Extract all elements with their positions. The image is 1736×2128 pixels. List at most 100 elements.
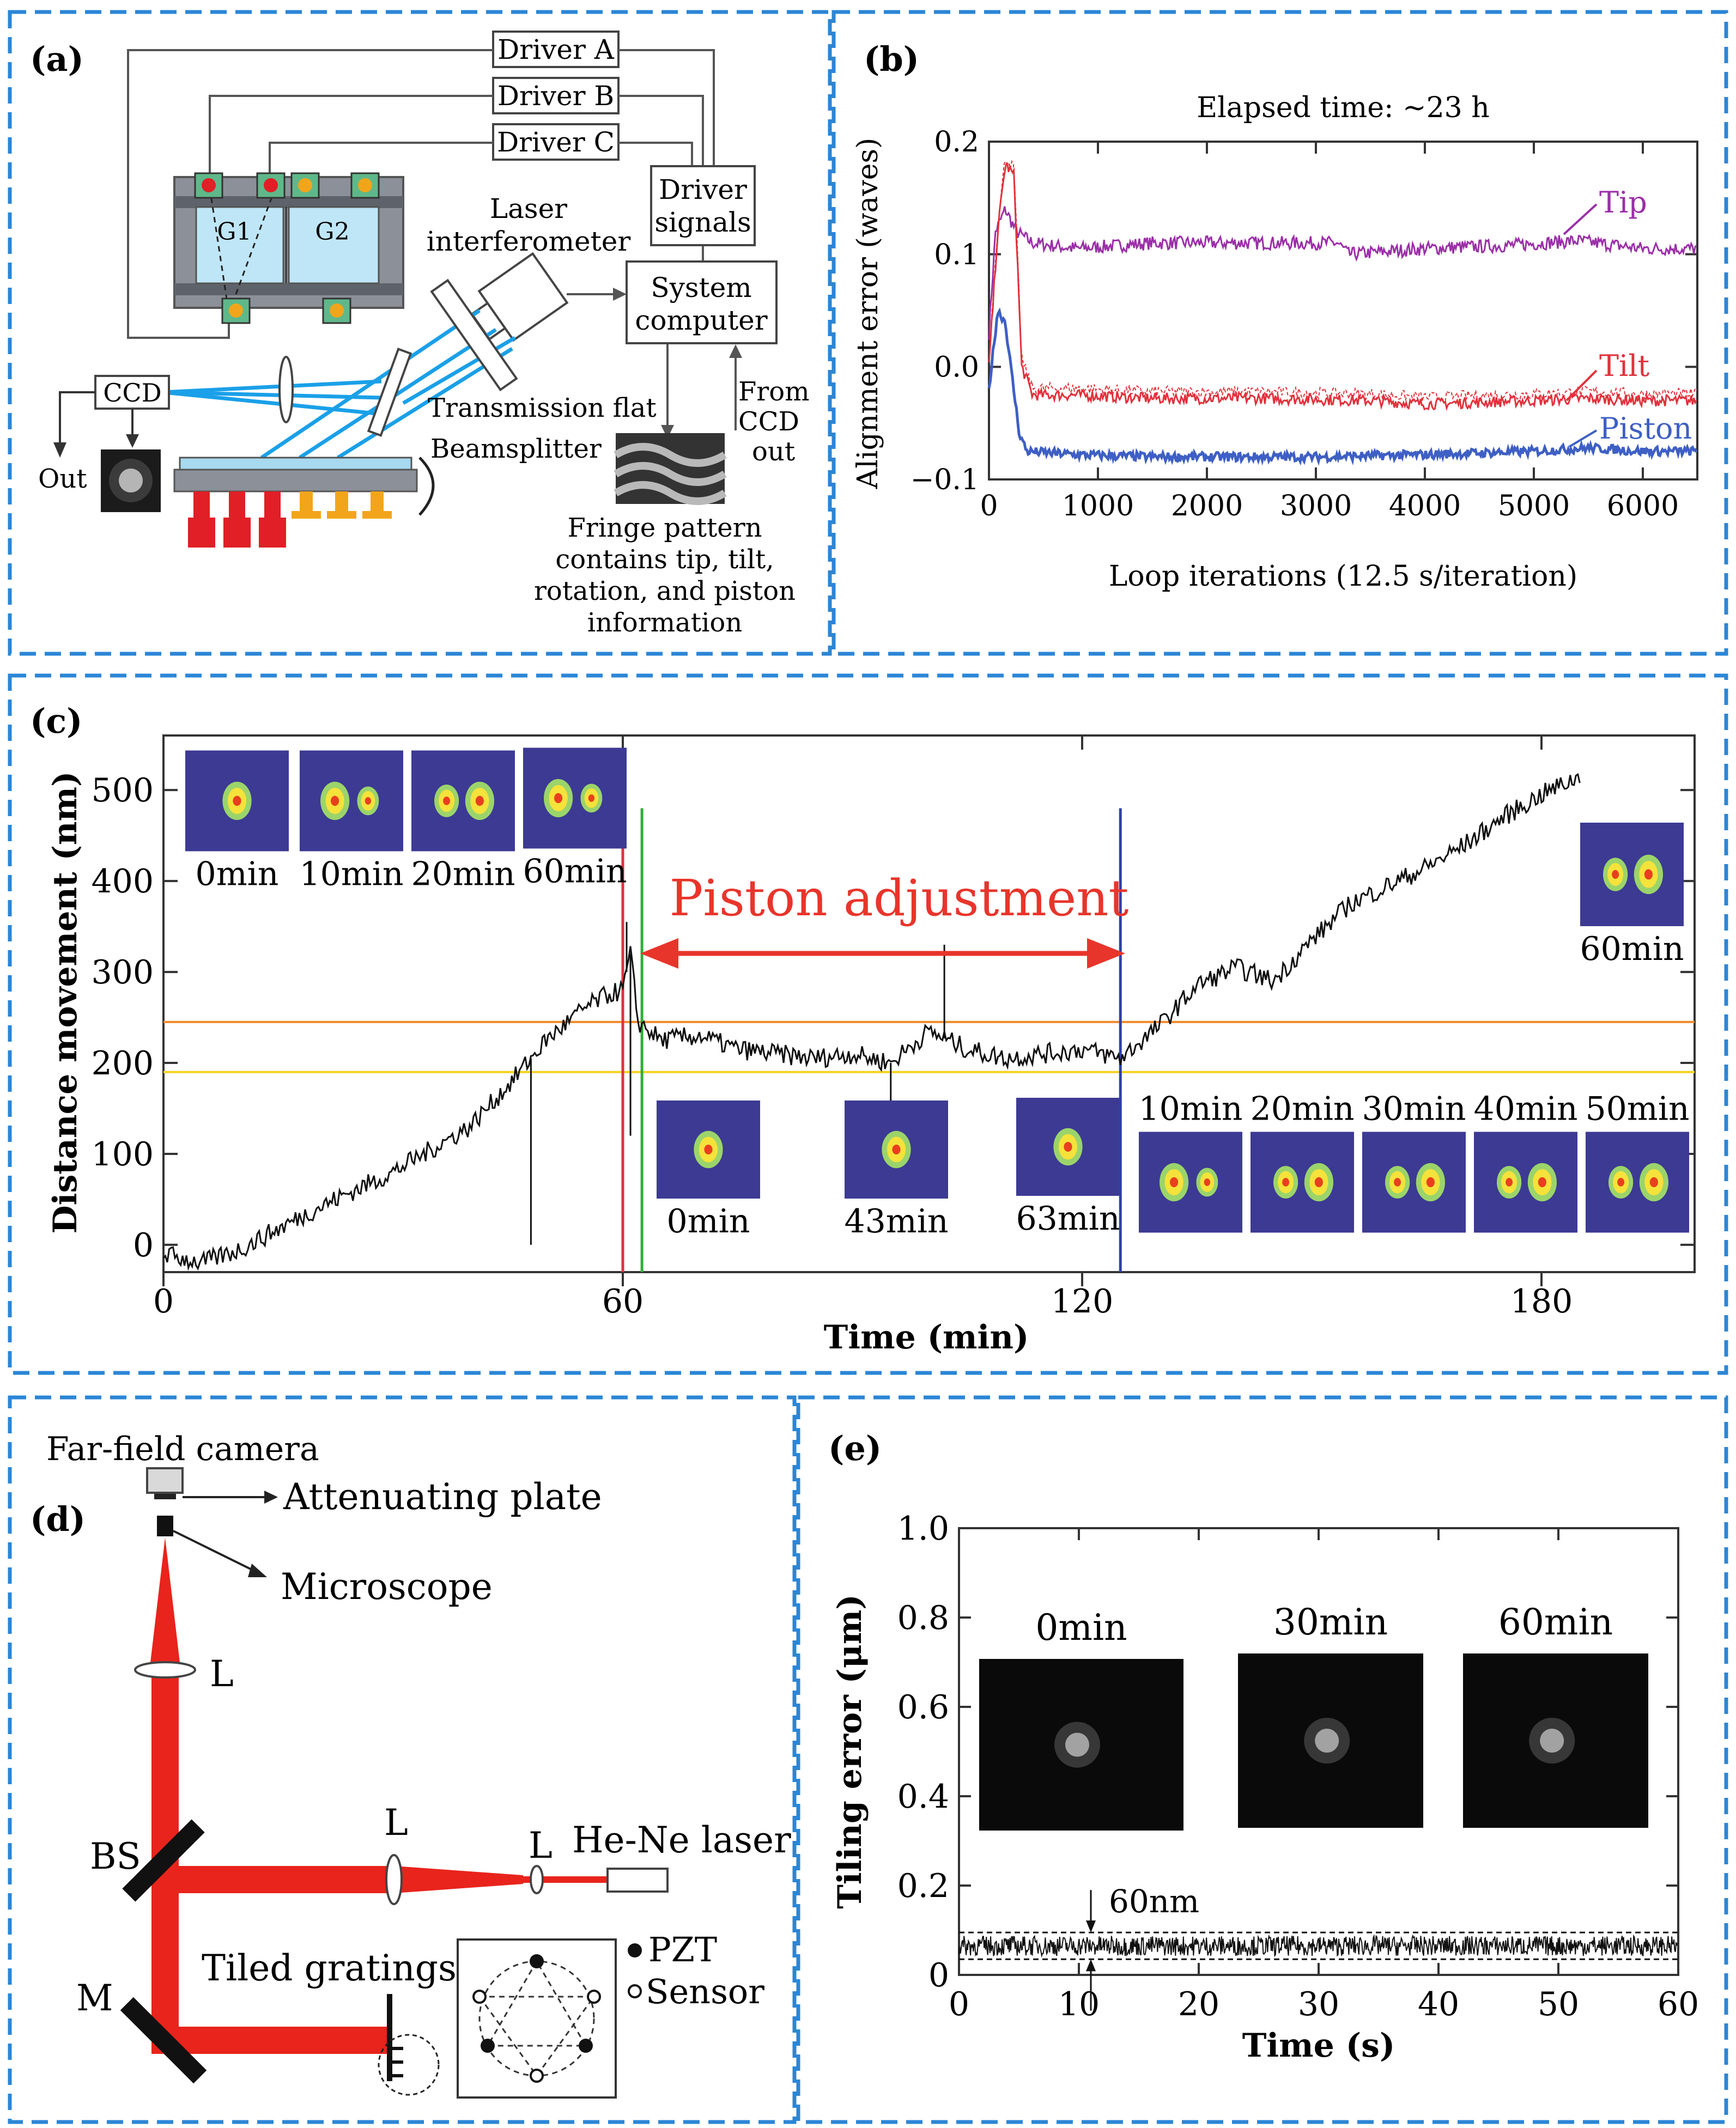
spot-time-label: 60min: [523, 853, 627, 891]
x-tick-label: 40: [1418, 1985, 1459, 2023]
beamsplitter: [367, 348, 412, 437]
laser-interferometer-line2: interferometer: [427, 226, 631, 257]
x-tick-label: 30: [1298, 1985, 1339, 2023]
camera-inset: 60min: [1463, 1601, 1648, 1828]
chart-c-series: [162, 773, 1581, 1271]
camera-inset-label: 0min: [1035, 1607, 1127, 1649]
transmission-flat: [430, 278, 518, 392]
tiling-error-series: [958, 1934, 1678, 1958]
y-tick-label: 0.0: [934, 351, 979, 384]
bs-label: BS: [90, 1835, 141, 1877]
panel-d-label: (d): [30, 1499, 86, 1539]
ccd-box: CCD: [94, 375, 170, 410]
panel-e: (e) 0 10 20 30 40 50 60 0 0.2 0.4 0.6 0.8 1.0 Time (…: [828, 1428, 1699, 2065]
chart-e-xlabel: Time (s): [1242, 2027, 1395, 2065]
fringe-pattern: [614, 433, 727, 505]
x-tick-label: 0: [153, 1282, 174, 1321]
spot-time-label: 60min: [1580, 930, 1684, 968]
he-ne-laser-label: He-Ne laser: [572, 1819, 791, 1861]
beam-splitter: [122, 1819, 205, 1902]
out-label: Out: [38, 464, 87, 494]
x-tick-label: 1000: [1062, 490, 1134, 522]
y-tick-label: 0: [133, 1226, 154, 1264]
sensor-legend-label: Sensor: [646, 1972, 764, 2011]
fringe-caption-line3: rotation, and piston: [534, 576, 796, 606]
y-tick-label: 500: [91, 771, 154, 810]
x-tick-label: 3000: [1280, 490, 1352, 522]
spot-time-label: 50min: [1585, 1090, 1689, 1128]
fringe-caption-line4: information: [587, 607, 742, 638]
chart-b-ticks: 0 1000 2000 3000 4000 5000 6000 −0.1 0.0 0.1 0.2: [911, 126, 1697, 522]
pzt-legend-marker: [628, 1943, 642, 1957]
chart-c-plot-area: [162, 734, 1696, 1273]
x-tick-label: 10: [1058, 1985, 1100, 2023]
chart-c-xlabel: Time (min): [824, 1318, 1029, 1357]
panel-d-frame: [8, 1395, 797, 2124]
fringe-caption-line1: Fringe pattern: [567, 513, 762, 543]
spot-thumbnail: 43min: [844, 1101, 949, 1241]
lens-3-label: L: [529, 1825, 553, 1866]
spot-time-label: 30min: [1362, 1090, 1466, 1128]
driver-signals-box: Driver signals: [650, 165, 756, 246]
lens-1-label: L: [210, 1653, 234, 1695]
camera-insets: 0min 30min 60min: [979, 1601, 1648, 1831]
ccd-out-arrow: [53, 442, 66, 458]
ccd-out-line: [59, 391, 95, 449]
far-field-camera: [146, 1467, 184, 1494]
spot-thumbnail: 40min: [1473, 1090, 1578, 1233]
microscope: [157, 1516, 173, 1536]
spot-time-label: 10min: [1138, 1090, 1242, 1128]
spot-time-label: 20min: [411, 855, 515, 893]
spot-thumbnail: 50min: [1585, 1090, 1690, 1233]
chart-b-ylabel: Alignment error (waves): [852, 138, 884, 490]
chart-c-ylabel: Distance movement (nm): [46, 771, 84, 1234]
system-computer-line2: computer: [635, 305, 767, 336]
chart-e-ticks: 0 10 20 30 40 50 60 0 0.2 0.4 0.6 0.8 1.0: [897, 1510, 1699, 2023]
driver-wiring: [127, 49, 737, 430]
chart-b-xlabel: Loop iterations (12.5 s/iteration): [1109, 560, 1577, 593]
y-tick-label: 0.1: [934, 239, 979, 271]
laser-interferometer-line1: Laser: [490, 193, 567, 224]
chart-b-title: Elapsed time: ~23 h: [1197, 92, 1490, 124]
y-tick-label: 0.8: [897, 1599, 949, 1637]
y-tick-label: 300: [91, 953, 154, 992]
series-piston-line: [987, 307, 1698, 466]
spot-thumbnail: 30min: [1362, 1090, 1466, 1233]
x-tick-label: 60: [602, 1282, 644, 1321]
legend-tilt-pointer: [1565, 369, 1598, 402]
y-tick-label: −0.1: [911, 464, 979, 496]
spot-time-label: 10min: [299, 855, 403, 893]
mirror-label: M: [76, 1977, 113, 2019]
camera-inset-label: 60min: [1498, 1601, 1613, 1643]
series-tilt-line: [988, 162, 1697, 411]
attenuating-plate-label: Attenuating plate: [283, 1476, 602, 1518]
y-tick-label: 400: [91, 862, 154, 901]
x-tick-label: 50: [1538, 1985, 1579, 2023]
panel-a-frame: [8, 10, 832, 656]
driver-b-box: Driver B: [492, 77, 620, 114]
y-tick-label: 0.4: [897, 1778, 949, 1816]
panel-e-label: (e): [828, 1428, 882, 1468]
spot-thumbnail: 10min: [1138, 1090, 1243, 1233]
camera-inset-label: 30min: [1273, 1601, 1388, 1643]
driver-c-label: Driver C: [497, 126, 615, 158]
sensor-legend-marker: [628, 1984, 642, 1998]
legend-piston: Piston: [1599, 411, 1692, 446]
spot-thumbnail: 60min: [523, 747, 627, 891]
spot-time-label: 20min: [1250, 1090, 1354, 1128]
mirror: [120, 1997, 207, 2084]
driver-b-label: Driver B: [497, 80, 614, 112]
legend-tilt: Tilt: [1599, 349, 1650, 383]
driver-c-box: Driver C: [492, 123, 620, 161]
legend-tip: Tip: [1599, 185, 1647, 220]
chart-e-series: [958, 1890, 1678, 2011]
band-annotation: 60nm: [1109, 1883, 1199, 1920]
spot-thumbnail: 63min: [1016, 1098, 1120, 1238]
series-tilt-secondary-line: [988, 160, 1697, 403]
driver-signals-line1: Driver: [659, 174, 747, 205]
arrow-to-fringe: [661, 425, 674, 439]
actuator-layout-inset: [457, 1938, 617, 2099]
attenuating-plate: [154, 1494, 176, 1499]
